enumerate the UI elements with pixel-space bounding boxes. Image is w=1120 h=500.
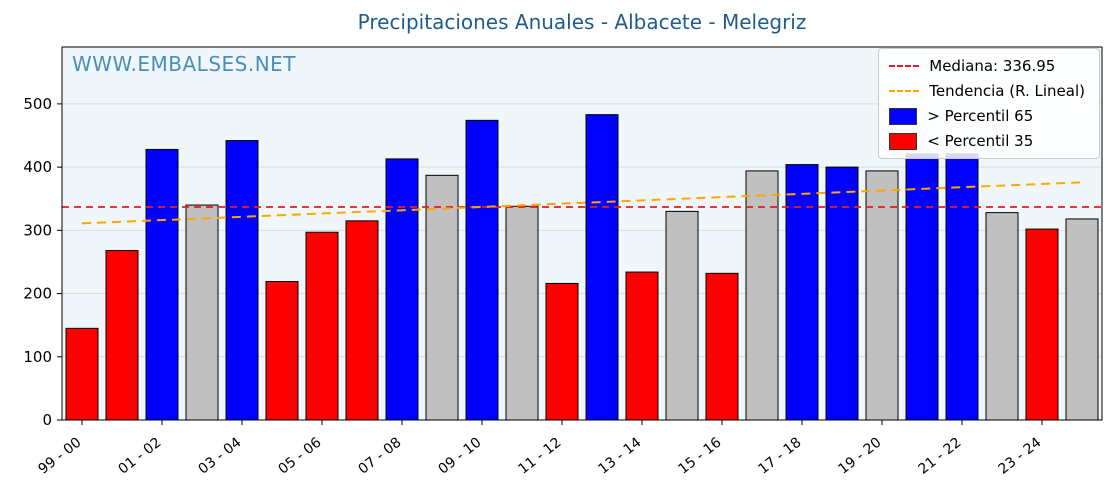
trend-line-swatch [889, 90, 920, 92]
bar-13-14 [625, 271, 659, 421]
bar-15-16 [705, 272, 739, 421]
y-tick-label: 100 [23, 348, 52, 366]
bar-99-00 [65, 327, 99, 421]
legend-item-trend: Tendencia (R. Lineal) [889, 82, 1085, 100]
bar-09-10 [465, 119, 499, 421]
x-tick-label: 99 - 00 [36, 435, 85, 478]
bar-07-08 [385, 158, 419, 421]
bar-21-22 [945, 153, 979, 421]
bar-06-07 [345, 220, 379, 421]
legend-item-low-percentile: < Percentil 35 [889, 132, 1085, 150]
x-tick-label: 21 - 22 [916, 435, 965, 478]
bar-14-15 [665, 210, 699, 421]
chart-legend: Mediana: 336.95 Tendencia (R. Lineal) > … [878, 48, 1100, 159]
bar-20-21 [905, 153, 939, 421]
bar-03-04 [225, 140, 259, 421]
y-tick-label: 300 [23, 221, 52, 239]
bar-02-03 [185, 204, 219, 421]
x-tick-label: 23 - 24 [996, 434, 1045, 477]
y-tick-label: 500 [23, 95, 52, 113]
chart-title: Precipitaciones Anuales - Albacete - Mel… [357, 10, 807, 34]
bar-12-13 [585, 114, 619, 421]
bar-04-05 [265, 281, 299, 421]
x-tick-label: 01 - 02 [116, 435, 165, 478]
legend-item-median: Mediana: 336.95 [889, 57, 1085, 75]
x-tick-label: 03 - 04 [196, 434, 245, 477]
bar-23-24 [1025, 228, 1059, 421]
legend-label-median: Mediana: 336.95 [929, 57, 1056, 75]
bar-22-23 [985, 212, 1019, 421]
trend-line [81, 181, 1083, 225]
bar-16-17 [745, 170, 779, 421]
bar-05-06 [305, 231, 339, 421]
bar-01-02 [145, 148, 179, 421]
bar-08-09 [425, 174, 459, 421]
bar-19-20 [865, 170, 899, 421]
legend-label-high: > Percentil 65 [927, 107, 1034, 125]
x-tick-label: 13 - 14 [596, 434, 645, 477]
bar-17-18 [785, 164, 819, 421]
legend-item-high-percentile: > Percentil 65 [889, 107, 1085, 125]
y-tick-label: 200 [23, 285, 52, 303]
median-line-swatch [889, 65, 920, 67]
bar-18-19 [825, 166, 859, 421]
legend-label-low: < Percentil 35 [927, 132, 1034, 150]
watermark-text: WWW.EMBALSES.NET [72, 52, 297, 76]
axes-frame [61, 46, 1103, 421]
x-tick-label: 07 - 08 [356, 435, 405, 478]
x-tick-label: 09 - 10 [436, 435, 485, 478]
y-tick-label: 0 [42, 411, 52, 429]
x-tick-label: 19 - 20 [836, 435, 885, 478]
x-tick-label: 15 - 16 [676, 434, 725, 477]
x-tick-label: 11 - 12 [516, 435, 565, 478]
bar-00-01 [105, 250, 139, 421]
bar-11-12 [545, 282, 579, 421]
legend-label-trend: Tendencia (R. Lineal) [929, 82, 1085, 100]
bar-24-25 [1065, 218, 1099, 421]
x-tick-label: 05 - 06 [276, 434, 325, 477]
low-percentile-swatch [889, 132, 918, 150]
bar-10-11 [505, 205, 539, 421]
y-tick-label: 400 [23, 158, 52, 176]
x-tick-label: 17 - 18 [756, 435, 805, 478]
high-percentile-swatch [889, 107, 918, 125]
